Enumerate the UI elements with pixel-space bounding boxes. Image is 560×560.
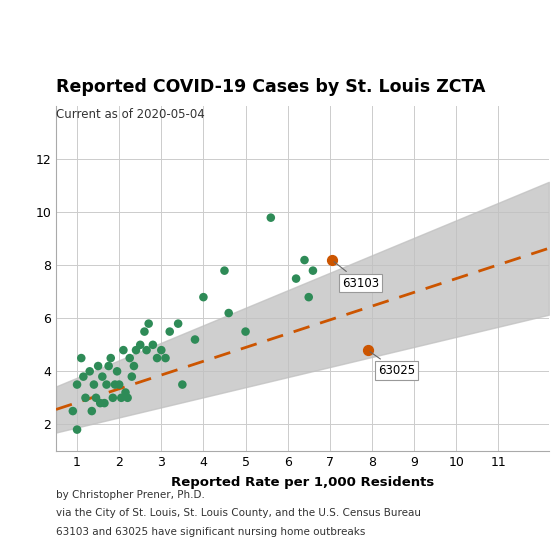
Point (81, 393, 90, 402)
Point (77, 353, 86, 362)
Point (123, 393, 132, 402)
X-axis label: Reported Rate per 1,000 Residents: Reported Rate per 1,000 Residents (171, 475, 434, 489)
Point (68, 407, 77, 416)
Point (304, 293, 313, 302)
Point (104, 362, 113, 371)
Point (79, 372, 88, 381)
Point (115, 380, 124, 389)
Point (110, 380, 119, 389)
Point (190, 335, 199, 344)
Point (142, 346, 151, 354)
Point (129, 362, 138, 371)
Point (102, 380, 111, 389)
Text: via the City of St. Louis, St. Louis County, and the U.S. Census Bureau: via the City of St. Louis, St. Louis Cou… (56, 508, 421, 519)
Point (113, 367, 122, 376)
Point (94, 362, 102, 371)
Point (363, 346, 372, 354)
Point (96, 399, 105, 408)
Point (119, 346, 128, 354)
Point (267, 213, 276, 222)
Point (73, 425, 82, 434)
Point (121, 388, 130, 397)
Point (224, 309, 233, 318)
Point (98, 372, 107, 381)
Point (161, 353, 170, 362)
Point (241, 327, 250, 336)
Text: 63103 and 63025 have significant nursing home outbreaks: 63103 and 63025 have significant nursing… (56, 527, 365, 537)
Point (153, 353, 162, 362)
Point (300, 255, 309, 264)
Point (132, 346, 141, 354)
Point (140, 327, 149, 336)
Point (199, 293, 208, 302)
Point (328, 255, 337, 264)
Point (136, 340, 144, 349)
Point (91, 393, 100, 402)
Point (100, 399, 109, 408)
Point (109, 393, 118, 402)
Text: by Christopher Prener, Ph.D.: by Christopher Prener, Ph.D. (56, 490, 205, 500)
Point (148, 340, 157, 349)
Point (178, 380, 187, 389)
Point (309, 266, 318, 275)
Text: 63025: 63025 (370, 352, 416, 377)
Text: Reported COVID-19 Cases by St. Louis ZCTA: Reported COVID-19 Cases by St. Louis ZCT… (56, 78, 486, 96)
Point (292, 274, 301, 283)
Point (87, 407, 96, 416)
Point (220, 266, 229, 275)
Text: Current as of 2020-05-04: Current as of 2020-05-04 (56, 108, 205, 120)
Point (165, 327, 174, 336)
Point (73, 380, 82, 389)
Point (125, 353, 134, 362)
Point (174, 319, 183, 328)
Point (144, 319, 153, 328)
Text: 63103: 63103 (334, 262, 380, 290)
Point (85, 367, 94, 376)
Point (157, 346, 166, 354)
Point (90, 380, 99, 389)
Point (106, 353, 115, 362)
Point (127, 372, 136, 381)
Point (117, 393, 126, 402)
